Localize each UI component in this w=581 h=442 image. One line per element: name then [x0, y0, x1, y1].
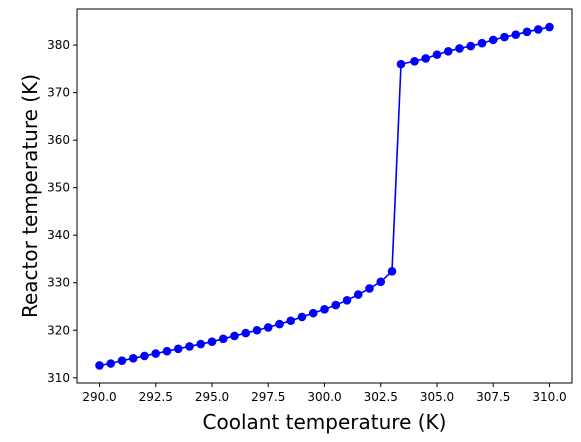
y-tick-label: 340: [47, 228, 70, 242]
data-point: [533, 25, 543, 34]
data-point: [196, 339, 206, 349]
data-point: [500, 32, 509, 42]
data-point: [410, 56, 419, 66]
data-point: [230, 331, 239, 341]
data-point: [421, 54, 431, 63]
y-tick-label: 320: [47, 323, 70, 337]
data-point: [263, 323, 273, 332]
x-tick-label: 300.0: [307, 390, 341, 404]
series-line: [99, 26, 550, 367]
x-tick-label: 310.0: [532, 390, 566, 404]
x-tick-label: 305.0: [420, 390, 454, 404]
y-axis-title: Reactor temperature (K): [18, 74, 42, 318]
x-tick-label: 307.5: [476, 390, 510, 404]
series-layer: [95, 22, 554, 370]
data-point: [443, 46, 453, 56]
data-point: [365, 284, 374, 293]
data-point: [140, 351, 149, 361]
y-tick-label: 370: [47, 86, 70, 100]
data-point: [241, 328, 251, 338]
data-point: [545, 22, 554, 32]
data-point: [117, 356, 127, 365]
data-point: [185, 342, 194, 351]
data-point: [308, 308, 318, 318]
y-tick-label: 310: [47, 371, 70, 385]
data-point: [432, 50, 442, 59]
y-tick-label: 330: [47, 276, 70, 290]
data-point: [396, 59, 406, 69]
ticks-layer: 290.0 292.5 295.0 297.5 300.0 302.5 305.0 307.5…: [47, 38, 567, 404]
data-point: [173, 344, 183, 354]
x-tick-label: 290.0: [82, 390, 116, 404]
x-tick-label: 295.0: [195, 390, 229, 404]
y-tick-label: 380: [47, 38, 70, 52]
y-tick-label: 360: [47, 133, 70, 147]
data-point: [353, 290, 363, 299]
plot-frame: [76, 8, 573, 384]
x-tick-label: 292.5: [139, 390, 173, 404]
data-point: [342, 296, 352, 305]
data-point: [95, 361, 104, 370]
data-point: [162, 346, 172, 356]
data-point: [297, 312, 307, 322]
data-point: [477, 38, 487, 48]
data-point: [106, 359, 116, 368]
data-point: [455, 44, 464, 53]
data-point: [207, 337, 217, 346]
data-point: [522, 27, 532, 37]
y-tick-label: 350: [47, 181, 70, 195]
data-point: [466, 41, 476, 51]
data-point: [128, 353, 138, 363]
data-point: [511, 30, 521, 39]
data-point: [331, 300, 341, 310]
data-point: [387, 267, 397, 276]
data-point: [320, 305, 329, 314]
data-point: [275, 319, 284, 329]
data-point: [488, 35, 498, 45]
x-tick-label: 297.5: [251, 390, 285, 404]
x-tick-label: 302.5: [364, 390, 398, 404]
data-point: [151, 349, 161, 358]
data-point: [376, 277, 386, 287]
data-point: [286, 316, 296, 326]
x-axis-title: Coolant temperature (K): [203, 410, 447, 434]
data-point: [252, 325, 262, 335]
data-point: [218, 334, 228, 344]
